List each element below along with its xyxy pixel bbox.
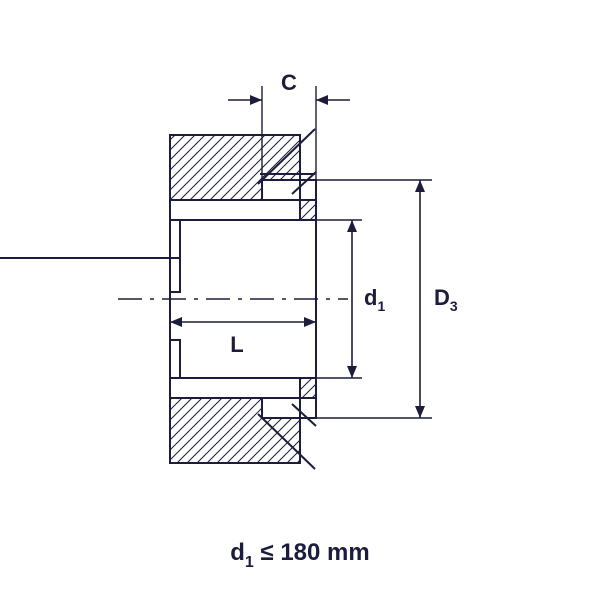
dim-label-c: C [281, 70, 297, 95]
dim-label-l: L [230, 332, 243, 357]
caption: d1 ≤ 180 mm [230, 539, 369, 571]
dim-label-d3: D3 [434, 285, 458, 314]
dim-label-d1: d1 [364, 285, 385, 314]
